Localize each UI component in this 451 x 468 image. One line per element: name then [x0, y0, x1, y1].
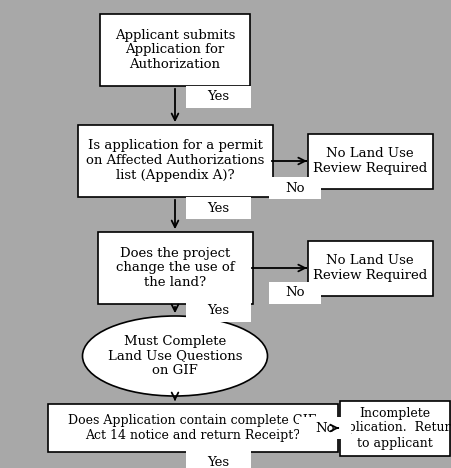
Text: Applicant submits
Application for
Authorization: Applicant submits Application for Author… [115, 29, 235, 72]
Text: Yes: Yes [207, 202, 229, 214]
FancyBboxPatch shape [308, 133, 433, 189]
Text: No Land Use
Review Required: No Land Use Review Required [313, 147, 427, 175]
Ellipse shape [83, 316, 267, 396]
Text: No Land Use
Review Required: No Land Use Review Required [313, 254, 427, 282]
FancyBboxPatch shape [48, 404, 338, 452]
Text: Yes: Yes [207, 305, 229, 317]
Text: Yes: Yes [207, 455, 229, 468]
FancyBboxPatch shape [340, 401, 450, 455]
FancyBboxPatch shape [299, 417, 351, 439]
Text: No: No [285, 286, 305, 300]
Text: Does Application contain complete GIF,
Act 14 notice and return Receipt?: Does Application contain complete GIF, A… [68, 414, 318, 442]
Text: Does the project
change the use of
the land?: Does the project change the use of the l… [116, 247, 235, 290]
FancyBboxPatch shape [100, 14, 250, 86]
Text: Must Complete
Land Use Questions
on GIF: Must Complete Land Use Questions on GIF [108, 335, 242, 378]
FancyBboxPatch shape [97, 232, 253, 304]
Text: No: No [315, 422, 335, 434]
FancyBboxPatch shape [78, 125, 272, 197]
Text: Yes: Yes [207, 90, 229, 103]
FancyBboxPatch shape [185, 197, 250, 219]
FancyBboxPatch shape [185, 451, 250, 468]
FancyBboxPatch shape [269, 177, 321, 199]
Text: Incomplete
application.  Return
to applicant: Incomplete application. Return to applic… [332, 407, 451, 449]
Text: No: No [285, 182, 305, 195]
FancyBboxPatch shape [269, 282, 321, 304]
Text: Is application for a permit
on Affected Authorizations
list (Appendix A)?: Is application for a permit on Affected … [86, 139, 264, 183]
FancyBboxPatch shape [185, 300, 250, 322]
FancyBboxPatch shape [185, 86, 250, 108]
FancyBboxPatch shape [308, 241, 433, 295]
